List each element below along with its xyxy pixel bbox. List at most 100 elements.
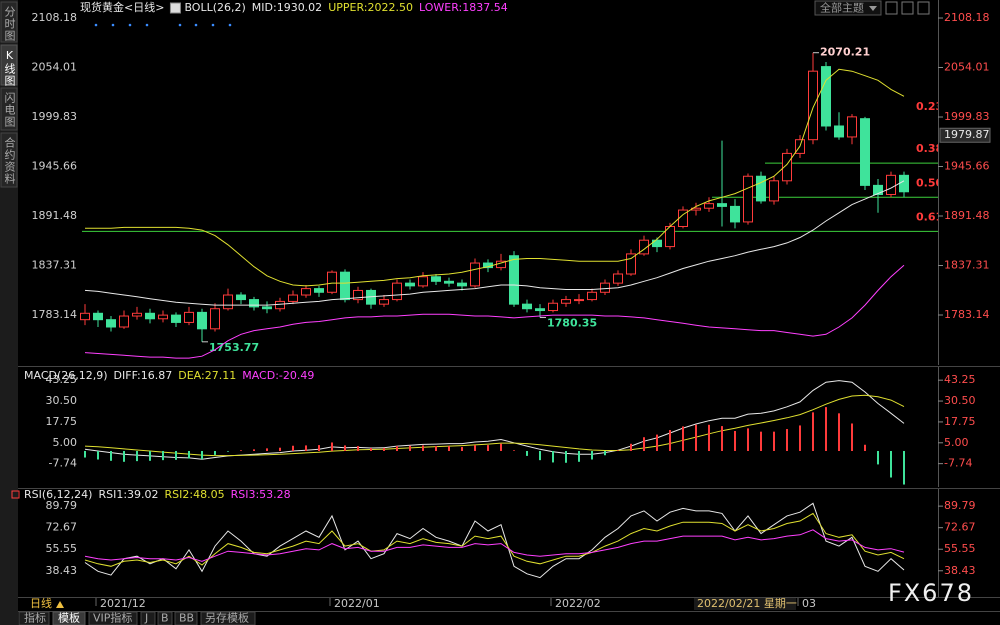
- y-tick-label-left: 89.79: [46, 499, 78, 512]
- macd-bar: [669, 430, 671, 451]
- period-label[interactable]: 日线: [30, 596, 52, 610]
- candle-body: [561, 299, 571, 304]
- theme-dropdown-label[interactable]: 全部主题: [820, 1, 864, 15]
- sidebar-tab[interactable]: 分时图: [3, 6, 16, 42]
- legend-entry: MID:1930.02: [252, 1, 322, 14]
- candle-body: [535, 308, 545, 312]
- footer-tab-bg[interactable]: [140, 611, 156, 625]
- macd-bar: [318, 445, 320, 451]
- footer-tab-bg[interactable]: [52, 611, 86, 625]
- y-tick-label: 1837.31: [944, 258, 990, 271]
- macd-bar: [539, 450, 541, 461]
- candle-body: [847, 116, 857, 138]
- macd-bar: [591, 450, 593, 460]
- candle-body: [223, 294, 233, 310]
- macd-bar: [214, 450, 216, 455]
- candle-body: [834, 125, 844, 138]
- macd-bar: [825, 407, 827, 451]
- y-tick-label-left: 5.00: [53, 436, 78, 449]
- macd-bar: [383, 448, 385, 451]
- series-line: [84, 180, 905, 306]
- macd-bar: [851, 423, 853, 451]
- footer-tab[interactable]: 指标: [24, 611, 46, 625]
- macd-bar: [136, 450, 138, 462]
- toolbar-icon[interactable]: [917, 1, 930, 15]
- crosshair-date: 2022/02/21 星期一: [697, 597, 797, 610]
- candle-body: [756, 175, 766, 202]
- candle-body: [106, 319, 116, 328]
- footer-tab[interactable]: B: [161, 612, 169, 625]
- series-line: [85, 68, 905, 287]
- legend-entry: UPPER:2022.50: [328, 1, 413, 14]
- macd-bar: [786, 429, 788, 451]
- macd-bar: [643, 437, 645, 451]
- series-line: [84, 380, 905, 460]
- footer-tab-bg[interactable]: [174, 611, 198, 625]
- macd-bar: [461, 447, 463, 451]
- footer-tab-bg[interactable]: [200, 611, 256, 625]
- macd-bar: [474, 445, 476, 451]
- macd-bar: [760, 431, 762, 451]
- macd-bar: [253, 449, 255, 451]
- legend-entry: RSI2:48.05: [165, 488, 225, 501]
- x-tick-label: 2022/01: [334, 597, 380, 610]
- candle-body: [704, 203, 714, 209]
- rsi-icon: [11, 490, 20, 499]
- y-tick-label: 89.79: [944, 499, 976, 512]
- price-annotation: 1753.77: [209, 341, 259, 354]
- footer-tab-bg[interactable]: [18, 611, 50, 625]
- crosshair-price: 1979.87: [944, 128, 990, 141]
- macd-bar: [890, 450, 892, 478]
- sidebar-tab-bg[interactable]: [0, 87, 18, 131]
- footer-tab-bg[interactable]: [157, 611, 173, 625]
- footer-tab[interactable]: 另存模板: [205, 611, 249, 625]
- macd-bar: [604, 450, 606, 456]
- candle-body: [873, 184, 883, 196]
- sidebar-tab[interactable]: 合约资料: [3, 136, 16, 185]
- candle-body: [158, 314, 168, 320]
- toolbar-icon[interactable]: [885, 1, 898, 15]
- sidebar-tab[interactable]: 闪电图: [3, 91, 16, 128]
- y-tick-label-left: 1783.14: [32, 308, 78, 321]
- footer-tab[interactable]: 模板: [58, 611, 80, 625]
- y-tick-label: 1999.83: [944, 110, 990, 123]
- footer-tab[interactable]: BB: [179, 612, 194, 625]
- sidebar-tab-bg[interactable]: [0, 132, 18, 188]
- candle-body: [769, 180, 779, 202]
- indicator-name: RSI(6,12,24): [24, 488, 92, 501]
- footer-tab[interactable]: VIP指标: [93, 611, 132, 625]
- y-tick-label-left: 43.25: [46, 373, 78, 386]
- candle-body: [275, 300, 285, 310]
- candle-body: [626, 253, 636, 275]
- dropdown-arrow: [869, 6, 877, 11]
- candle-body: [522, 303, 532, 310]
- price-annotation: 1780.35: [547, 317, 597, 330]
- footer-tab-bg[interactable]: [88, 611, 138, 625]
- theme-dropdown[interactable]: [814, 0, 882, 16]
- macd-bar: [409, 445, 411, 451]
- sidebar-tab-bg[interactable]: [0, 44, 18, 86]
- y-tick-label-left: 1891.48: [32, 209, 78, 222]
- macd-bar: [188, 450, 190, 459]
- macd-bar: [435, 446, 437, 451]
- sidebar-tab[interactable]: K线图: [3, 49, 16, 87]
- y-tick-label-left: 17.75: [46, 415, 78, 428]
- candle-body: [301, 288, 311, 296]
- macd-bar: [123, 450, 125, 462]
- y-tick-label: 55.55: [944, 542, 976, 555]
- candle-body: [184, 311, 194, 323]
- y-tick-label-left: 72.67: [46, 521, 78, 534]
- candle-body: [171, 314, 181, 323]
- macd-bar: [292, 445, 294, 451]
- macd-bar: [773, 431, 775, 451]
- macd-bar: [84, 450, 86, 458]
- y-tick-label: 5.00: [944, 436, 969, 449]
- toolbar-icon[interactable]: [901, 1, 914, 15]
- candle-body: [730, 205, 740, 223]
- sidebar-tab-bg[interactable]: [0, 1, 18, 43]
- macd-bar: [682, 426, 684, 451]
- footer-tab[interactable]: J: [144, 612, 148, 625]
- candle-body: [652, 239, 662, 248]
- candle-body: [418, 276, 428, 287]
